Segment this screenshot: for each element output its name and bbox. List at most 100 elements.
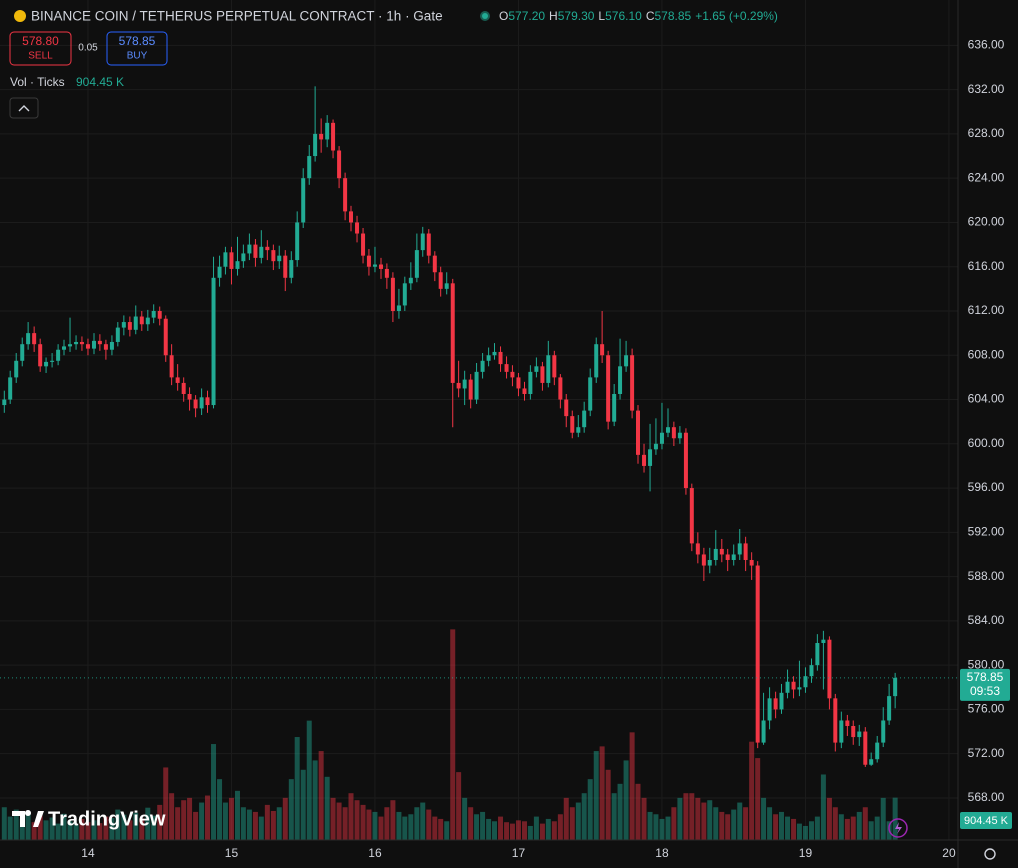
candle-body xyxy=(665,427,670,433)
volume-bar xyxy=(43,820,49,840)
volume-bar xyxy=(384,807,390,840)
candle-body xyxy=(713,548,718,560)
candle-body xyxy=(2,399,7,406)
candle-body xyxy=(79,341,84,345)
candle-body xyxy=(372,264,377,267)
candle-body xyxy=(761,720,766,743)
volume-bar xyxy=(55,823,61,840)
volume-bar xyxy=(217,779,223,840)
candle-body xyxy=(103,344,108,350)
buy-button[interactable] xyxy=(106,31,168,66)
sell-button[interactable] xyxy=(9,31,72,66)
buy-label[interactable]: BUY xyxy=(127,51,148,62)
sell-label[interactable]: SELL xyxy=(28,51,53,62)
candle-body xyxy=(642,454,647,466)
candle-body xyxy=(277,255,282,262)
volume-bar xyxy=(7,816,13,840)
candle-body xyxy=(725,554,730,560)
volume-bar xyxy=(199,802,205,840)
candle-body xyxy=(522,388,527,394)
candle-body xyxy=(648,449,653,466)
candle-body xyxy=(564,399,569,417)
volume-bar xyxy=(778,811,784,840)
candle-body xyxy=(253,244,258,258)
candle-body xyxy=(145,317,150,325)
x-tick-label: 19 xyxy=(799,846,813,860)
volume-bar xyxy=(791,818,797,840)
volume-bar xyxy=(91,820,97,840)
candle-body xyxy=(175,377,180,383)
candle-body xyxy=(115,327,120,342)
candle-body xyxy=(355,222,360,234)
candle-body xyxy=(731,554,736,560)
candle-body xyxy=(875,742,880,760)
symbol-icon xyxy=(14,10,26,22)
volume-bar xyxy=(85,822,91,840)
volume-bar xyxy=(240,807,246,840)
alert-icon[interactable] xyxy=(888,818,908,838)
candle-body xyxy=(241,253,246,262)
volume-bar xyxy=(420,802,426,840)
candle-body xyxy=(163,318,168,356)
y-tick-label: 612.00 xyxy=(968,303,1005,317)
volume-bar xyxy=(605,769,611,840)
candle-body xyxy=(366,255,371,267)
candle-body xyxy=(121,322,126,328)
candle-body xyxy=(474,371,479,400)
volume-bar xyxy=(402,816,408,840)
candle-body xyxy=(779,692,784,710)
candle-body xyxy=(211,277,216,406)
y-tick-label: 572.00 xyxy=(968,746,1005,760)
volume-bar xyxy=(635,783,641,840)
settings-icon[interactable] xyxy=(984,848,996,860)
volume-bar xyxy=(354,800,360,840)
candle-body xyxy=(546,355,551,383)
candle-body xyxy=(91,340,96,349)
candle-body xyxy=(827,639,832,699)
candle-body xyxy=(815,643,820,666)
candle-body xyxy=(851,726,856,738)
candle-body xyxy=(139,316,144,325)
volume-bar xyxy=(312,760,318,840)
volume-bar xyxy=(396,811,402,840)
volume-bar xyxy=(211,744,217,840)
sell-price[interactable]: 578.80 xyxy=(22,34,59,48)
candle-body xyxy=(887,696,892,721)
ohlc-legend: O577.20 H579.30 L576.10 C578.85 +1.65 (+0.29… xyxy=(499,9,778,23)
volume-bar xyxy=(19,818,25,840)
last-price-box xyxy=(960,668,1010,701)
volume-bar xyxy=(773,814,779,840)
volume-bar xyxy=(629,732,635,840)
candle-body xyxy=(576,427,581,433)
candle-body xyxy=(659,432,664,444)
candle-body xyxy=(223,252,228,267)
candle-body xyxy=(671,427,676,439)
volume-bar xyxy=(426,809,432,840)
candle-body xyxy=(205,397,210,406)
candle-body xyxy=(396,305,401,311)
candle-body xyxy=(187,393,192,400)
volume-bar xyxy=(366,809,372,840)
volume-bar xyxy=(408,814,414,840)
y-tick-label: 632.00 xyxy=(968,82,1005,96)
candle-body xyxy=(767,698,772,721)
candle-body xyxy=(32,333,37,345)
buy-price[interactable]: 578.85 xyxy=(119,34,156,48)
candle-body xyxy=(588,377,593,411)
candle-layer xyxy=(2,86,898,767)
candle-body xyxy=(749,560,754,566)
volume-bar xyxy=(498,816,504,840)
candle-body xyxy=(719,548,724,555)
volume-bar xyxy=(103,816,109,840)
candle-body xyxy=(331,122,336,151)
axes: 568.00 572.00 576.00 580.00 584.00 588.00 592.… xyxy=(0,38,1012,860)
collapse-button[interactable] xyxy=(9,97,39,119)
candle-body xyxy=(301,178,306,223)
volume-bar xyxy=(109,818,115,840)
volume-bar xyxy=(713,807,719,840)
volume-bar xyxy=(521,821,527,840)
candle-body xyxy=(235,261,240,269)
volume-bar xyxy=(599,746,605,840)
candle-body xyxy=(600,344,605,356)
volume-bar xyxy=(222,802,228,840)
